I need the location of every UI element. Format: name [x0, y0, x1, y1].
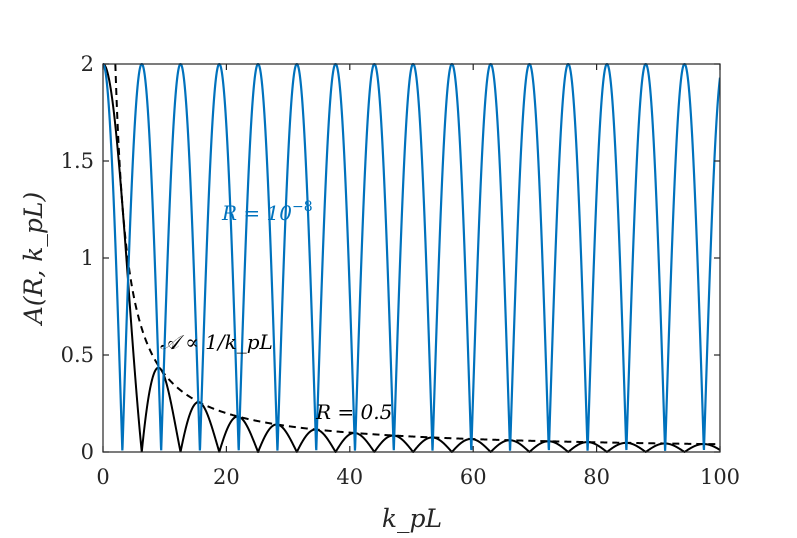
series-line-proportional — [114, 63, 720, 446]
x-tick-label: 20 — [213, 465, 240, 489]
series-label-proportional: 𝒜 ∝ 1/k_pL — [160, 330, 273, 354]
y-tick-label: 1 — [81, 246, 94, 270]
series-line-r-0-5 — [103, 63, 720, 453]
y-tick-label: 0 — [81, 440, 94, 464]
x-axis-label: k_pL — [382, 504, 442, 533]
y-tick-label: 0.5 — [61, 343, 94, 367]
curves — [103, 63, 720, 453]
y-axis-label: A(R, k_pL) — [19, 192, 48, 327]
x-tick-label: 40 — [336, 465, 363, 489]
series-label-r-0-5: R = 0.5 — [315, 400, 392, 424]
y-tick-label: 2 — [81, 52, 94, 76]
series-label-r-1e-8-exponent: −8 — [292, 199, 313, 215]
x-tick-label: 0 — [96, 465, 109, 489]
y-tick-label: 1.5 — [61, 149, 94, 173]
x-tick-label: 80 — [583, 465, 610, 489]
plot-area: 0 20 40 60 80 100 0 0.5 1 1.5 2 — [61, 52, 740, 489]
x-tick-label: 60 — [460, 465, 487, 489]
series-label-r-1e-8: R = 10−8 — [221, 199, 313, 225]
series-line-r-1e-8 — [103, 63, 720, 451]
series-label-r-1e-8-main: R = 10 — [221, 201, 292, 225]
x-tick-label: 100 — [700, 465, 740, 489]
